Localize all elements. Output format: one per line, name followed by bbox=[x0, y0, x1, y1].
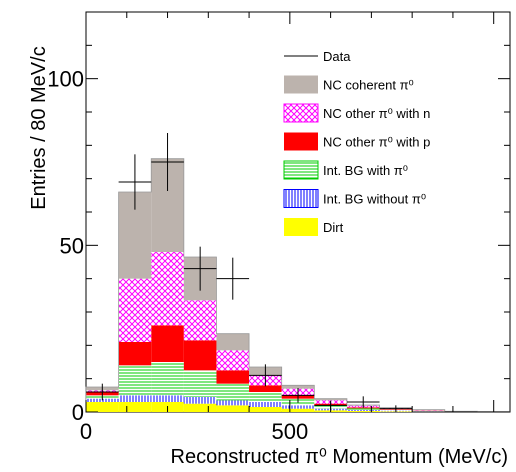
bar-nc-other-with-n-1 bbox=[118, 278, 152, 342]
legend-item-int-bg-with: Int. BG with π⁰ bbox=[283, 160, 408, 180]
legend-swatch-nc-coherent bbox=[284, 75, 318, 94]
y-tick-label-100: 100 bbox=[47, 67, 84, 92]
y-tick-label-50: 50 bbox=[60, 233, 84, 258]
bar-int-bg-with-3 bbox=[183, 370, 217, 397]
legend-item-data: Data bbox=[284, 49, 351, 64]
data-point-3 bbox=[183, 246, 217, 291]
bar-int-bg-with-2 bbox=[151, 362, 184, 396]
bar-dirt-8 bbox=[346, 411, 380, 412]
data-point-2 bbox=[151, 133, 184, 191]
bar-nc-other-with-p-1 bbox=[118, 342, 152, 366]
bar-nc-coherent-7 bbox=[314, 398, 347, 401]
legend-swatch-int-bg-without bbox=[283, 189, 319, 208]
legend-label-int-bg-without: Int. BG without π⁰ bbox=[323, 192, 426, 207]
data-points bbox=[86, 133, 510, 413]
bar-dirt-5 bbox=[249, 407, 282, 412]
data-point-6 bbox=[281, 388, 315, 403]
legend-item-nc-other-with-p: NC other π⁰ with p bbox=[284, 132, 430, 151]
x-axis-title: Reconstructed π⁰ Momentum (MeV/c) bbox=[171, 446, 508, 468]
bar-nc-other-with-p-8 bbox=[346, 407, 380, 409]
bar-int-bg-without-5 bbox=[249, 402, 282, 407]
bar-int-bg-with-10 bbox=[412, 410, 445, 412]
bar-int-bg-with-8 bbox=[346, 408, 380, 410]
bar-dirt-3 bbox=[183, 403, 217, 412]
bar-int-bg-without-4 bbox=[216, 400, 250, 406]
data-point-5 bbox=[249, 364, 282, 387]
bar-int-bg-without-6 bbox=[281, 405, 315, 409]
data-point-4 bbox=[216, 257, 250, 300]
axes: 0 50 100 0 500 bbox=[47, 11, 510, 444]
legend-swatch-dirt bbox=[284, 218, 318, 236]
bar-nc-other-with-n-4 bbox=[216, 350, 250, 371]
bar-nc-other-with-p-3 bbox=[183, 340, 217, 371]
data-point-1 bbox=[118, 154, 152, 210]
bar-int-bg-with-4 bbox=[216, 383, 250, 401]
bar-int-bg-without-8 bbox=[346, 410, 380, 411]
legend: Data NC coherent π⁰ NC other π⁰ with n NC o… bbox=[283, 49, 430, 236]
x-tick-label-500: 500 bbox=[271, 419, 308, 444]
bar-nc-coherent-6 bbox=[281, 385, 315, 389]
legend-item-nc-coherent: NC coherent π⁰ bbox=[284, 75, 414, 94]
bar-nc-other-with-p-2 bbox=[151, 325, 184, 362]
bar-dirt-6 bbox=[281, 408, 315, 412]
y-axis-title: Entries / 80 MeV/c bbox=[28, 46, 50, 209]
bar-dirt-1 bbox=[118, 402, 152, 412]
bar-dirt-4 bbox=[216, 405, 250, 412]
legend-label-nc-other-with-n: NC other π⁰ with n bbox=[323, 106, 430, 121]
legend-item-int-bg-without: Int. BG without π⁰ bbox=[283, 189, 426, 208]
legend-label-nc-other-with-p: NC other π⁰ with p bbox=[323, 135, 430, 150]
bar-nc-other-with-n-3 bbox=[183, 300, 217, 341]
legend-item-dirt: Dirt bbox=[284, 218, 344, 236]
bar-int-bg-with-1 bbox=[118, 365, 152, 396]
bar-int-bg-with-5 bbox=[249, 392, 282, 402]
y-tick-label-0: 0 bbox=[72, 400, 84, 425]
legend-item-nc-other-with-n: NC other π⁰ with n bbox=[283, 103, 430, 123]
data-point-0 bbox=[86, 383, 119, 401]
legend-label-dirt: Dirt bbox=[323, 220, 344, 235]
bar-dirt-0 bbox=[86, 402, 119, 412]
legend-label-data: Data bbox=[323, 49, 351, 64]
legend-label-int-bg-with: Int. BG with π⁰ bbox=[323, 163, 408, 178]
stack-outline bbox=[85, 158, 510, 413]
data-point-9 bbox=[379, 405, 413, 412]
bar-nc-other-with-n-2 bbox=[151, 252, 184, 326]
bar-nc-coherent-4 bbox=[216, 333, 250, 351]
legend-label-nc-coherent: NC coherent π⁰ bbox=[323, 78, 414, 93]
legend-swatch-nc-other-with-p bbox=[284, 132, 318, 151]
bar-int-bg-without-1 bbox=[118, 395, 152, 402]
data-point-8 bbox=[346, 396, 380, 408]
bar-int-bg-without-2 bbox=[151, 395, 184, 402]
x-tick-label-0: 0 bbox=[80, 419, 92, 444]
legend-swatch-nc-other-with-n bbox=[283, 103, 319, 123]
legend-swatch-int-bg-with bbox=[283, 160, 319, 180]
bar-nc-other-with-p-4 bbox=[216, 370, 250, 384]
bar-nc-other-with-p-5 bbox=[249, 385, 282, 392]
bar-int-bg-without-3 bbox=[183, 397, 217, 404]
